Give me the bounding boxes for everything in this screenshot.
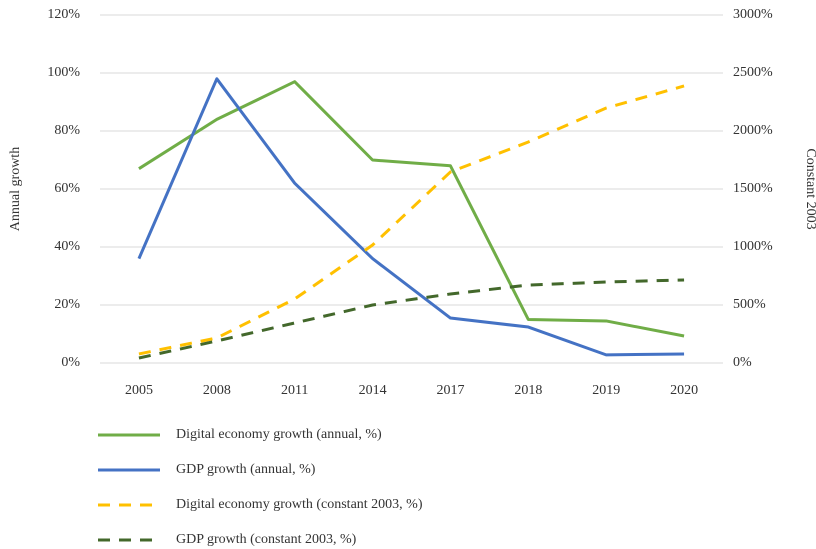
legend-label: GDP growth (annual, %) (176, 462, 316, 477)
y2-tick-label: 0% (733, 355, 752, 370)
y2-tick-label: 500% (733, 297, 766, 312)
y-tick-label: 120% (47, 7, 80, 22)
y-tick-label: 40% (54, 239, 80, 254)
legend-label: GDP growth (constant 2003, %) (176, 532, 357, 547)
series-line (137, 77, 685, 357)
y2-tick-label: 1500% (733, 181, 773, 196)
y2-axis-label: Constant 2003 (803, 148, 816, 229)
y-tick-label: 80% (54, 123, 80, 138)
y-tick-label: 60% (54, 181, 80, 196)
x-tick-label: 2005 (125, 383, 153, 398)
y-axis-label: Annual growth (8, 147, 23, 231)
x-tick-label: 2020 (670, 383, 698, 398)
y2-tick-label: 2500% (733, 65, 773, 80)
x-tick-label: 2017 (436, 383, 464, 398)
y-tick-label: 20% (54, 297, 80, 312)
x-tick-label: 2008 (203, 383, 231, 398)
x-tick-label: 2019 (592, 383, 620, 398)
y-tick-label: 0% (61, 355, 80, 370)
series-line (138, 80, 685, 338)
series-line (138, 84, 685, 356)
x-tick-label: 2018 (514, 383, 542, 398)
y2-tick-label: 2000% (733, 123, 773, 138)
legend-label: Digital economy growth (constant 2003, %… (176, 497, 423, 512)
x-tick-label: 2014 (359, 383, 387, 398)
legend-label: Digital economy growth (annual, %) (176, 427, 382, 442)
series-line (138, 278, 685, 360)
x-tick-label: 2011 (281, 383, 308, 398)
y-tick-label: 100% (47, 65, 80, 80)
y2-tick-label: 1000% (733, 239, 773, 254)
y2-tick-label: 3000% (733, 7, 773, 22)
